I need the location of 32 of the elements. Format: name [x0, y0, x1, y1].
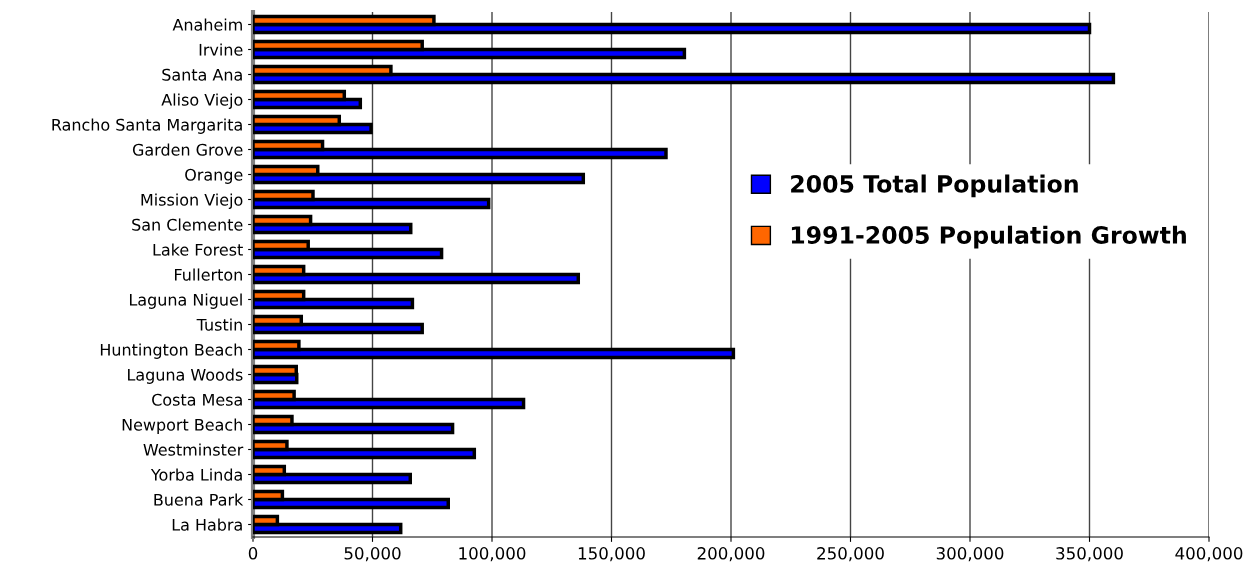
x-tick-label: 200,000 — [697, 547, 765, 562]
legend-label: 1991-2005 Population Growth — [791, 225, 1186, 249]
y-tick-label: Garden Grove — [132, 143, 243, 156]
y-tick-label: Costa Mesa — [152, 393, 242, 406]
y-tick-label: Huntington Beach — [100, 343, 242, 359]
y-tick-label: Tustin — [196, 318, 242, 331]
y-tick-label: Fullerton — [174, 268, 242, 281]
x-tick-label: 350,000 — [1056, 547, 1123, 562]
x-tick-label: 50,000 — [344, 547, 401, 562]
x-tick-label: 150,000 — [578, 547, 645, 562]
y-tick-label: Lake Forest — [153, 243, 243, 256]
y-tick-label: La Habra — [172, 518, 242, 531]
legend-label: 2005 Total Population — [791, 174, 1078, 198]
y-tick-label: Aliso Viejo — [161, 93, 243, 109]
x-tick-label: 400,000 — [1175, 547, 1243, 562]
y-tick-label: Westminster — [143, 443, 244, 456]
y-tick-label: Mission Viejo — [141, 193, 243, 209]
y-tick-label: Rancho Santa Margarita — [52, 118, 242, 134]
y-tick-label: Santa Ana — [162, 68, 242, 81]
x-tick-label: 250,000 — [817, 547, 884, 562]
y-tick-label: Laguna Niguel — [129, 293, 242, 309]
y-tick-label: San Clemente — [132, 218, 243, 231]
y-tick-label: Anaheim — [172, 18, 242, 31]
y-tick-label: Buena Park — [154, 493, 244, 506]
x-tick-label: 100,000 — [459, 547, 526, 562]
x-tick-label: 300,000 — [936, 547, 1004, 562]
y-tick-label: Orange — [185, 168, 243, 184]
y-tick-label: Newport Beach — [122, 418, 242, 434]
y-tick-label: Irvine — [199, 43, 243, 56]
x-tick-label: 0 — [248, 547, 258, 560]
y-tick-label: Yorba Linda — [150, 468, 242, 481]
y-tick-label: Laguna Woods — [128, 368, 243, 384]
